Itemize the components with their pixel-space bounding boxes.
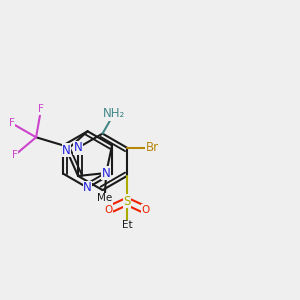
Text: O: O (141, 205, 149, 215)
Text: N: N (83, 181, 92, 194)
Text: NH₂: NH₂ (103, 107, 125, 120)
Text: F: F (38, 104, 44, 115)
Text: S: S (123, 195, 131, 208)
Text: N: N (74, 141, 82, 154)
Text: Br: Br (146, 141, 159, 154)
Text: F: F (9, 118, 15, 128)
Text: N: N (62, 144, 71, 157)
Text: O: O (104, 205, 113, 215)
Text: F: F (11, 150, 17, 161)
Text: Me: Me (97, 194, 112, 203)
Text: Et: Et (122, 220, 132, 230)
Text: N: N (102, 167, 110, 179)
